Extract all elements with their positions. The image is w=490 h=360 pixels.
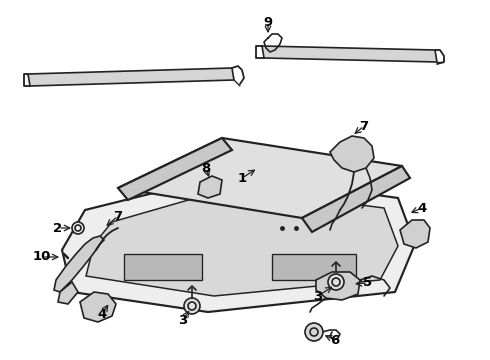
- Polygon shape: [80, 292, 116, 322]
- Text: 8: 8: [201, 162, 211, 175]
- Text: 3: 3: [178, 314, 188, 327]
- Circle shape: [305, 323, 323, 341]
- Polygon shape: [58, 282, 78, 304]
- Text: 2: 2: [53, 221, 63, 234]
- Text: 5: 5: [364, 276, 372, 289]
- Polygon shape: [400, 220, 430, 248]
- Text: 1: 1: [238, 171, 246, 184]
- Circle shape: [184, 298, 200, 314]
- Polygon shape: [198, 176, 222, 198]
- Polygon shape: [124, 254, 202, 280]
- Text: 4: 4: [98, 307, 107, 320]
- Polygon shape: [118, 138, 232, 200]
- Polygon shape: [118, 138, 402, 218]
- Polygon shape: [316, 272, 360, 300]
- Polygon shape: [330, 136, 374, 172]
- Polygon shape: [262, 46, 437, 62]
- Circle shape: [328, 274, 344, 290]
- Polygon shape: [62, 174, 415, 312]
- Text: 6: 6: [330, 333, 340, 346]
- Polygon shape: [86, 188, 398, 296]
- Text: 10: 10: [33, 251, 51, 264]
- Circle shape: [72, 222, 84, 234]
- Polygon shape: [28, 68, 234, 86]
- Polygon shape: [272, 254, 356, 280]
- Text: 4: 4: [417, 202, 427, 215]
- Polygon shape: [54, 236, 104, 292]
- Text: 7: 7: [114, 210, 122, 222]
- Text: 9: 9: [264, 15, 272, 28]
- Polygon shape: [302, 166, 410, 232]
- Text: 3: 3: [314, 289, 322, 302]
- Text: 7: 7: [360, 120, 368, 132]
